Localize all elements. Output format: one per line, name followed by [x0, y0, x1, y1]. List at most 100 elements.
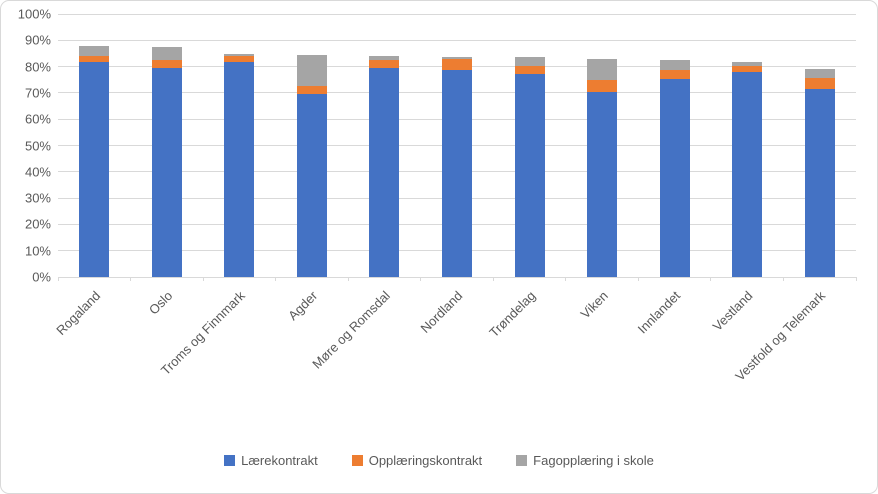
bar-segment-fagoppl-ring-i-skole: [442, 56, 472, 60]
x-label-rogaland: Rogaland: [52, 288, 103, 338]
bar-segment-oppl-ringskontrakt: [514, 65, 545, 74]
y-tick-label: 50%: [24, 138, 51, 153]
x-label-innlandet: Innlandet: [634, 288, 684, 337]
x-label-agder: Agder: [285, 288, 321, 324]
x-tick: [637, 277, 639, 281]
bar-segment-oppl-ringskontrakt: [369, 59, 400, 68]
bar-m-re-og-romsdal: [369, 14, 400, 277]
legend-label: Lærekontrakt: [241, 453, 318, 468]
x-label-viken: Viken: [577, 288, 611, 322]
gridline-100%: [58, 13, 856, 15]
x-tick: [202, 277, 204, 281]
bar-slot-6: [493, 14, 566, 277]
bar-rogaland: [79, 14, 110, 277]
x-tick: [130, 277, 132, 281]
x-label-tr-ndelag: Trøndelag: [485, 288, 539, 341]
bar-segment-oppl-ringskontrakt: [296, 85, 327, 94]
x-tick: [57, 277, 59, 281]
legend-item-oppl-ringskontrakt: Opplæringskontrakt: [351, 453, 483, 468]
x-label-vestland: Vestland: [709, 288, 756, 334]
x-axis-labels: Rogaland Oslo Troms og Finnmark Agder Møre o…: [53, 284, 856, 434]
bar-segment-l-rekontrakt: [659, 78, 690, 277]
bar-vestfold-og-telemark: [804, 14, 835, 277]
x-tick: [420, 277, 422, 281]
bar-segment-l-rekontrakt: [224, 61, 255, 277]
legend-label: Opplæringskontrakt: [368, 453, 483, 468]
y-tick-label: 40%: [24, 164, 51, 180]
bar-viken: [587, 14, 618, 277]
bar-slot-7: [566, 14, 639, 277]
legend-item-fagoppl-ring-i-skole: Fagopplæring i skole: [516, 453, 654, 468]
legend-swatch-icon: [351, 455, 363, 466]
bar-slot-5: [421, 14, 494, 277]
bar-segment-l-rekontrakt: [79, 62, 110, 277]
plot-area: [57, 13, 857, 281]
legend-swatch-icon: [224, 455, 236, 466]
y-axis: 0% 10% 20% 30% 40% 50% 60% 70% 80% 90% 100%: [1, 7, 51, 285]
bar-segment-oppl-ringskontrakt: [732, 66, 763, 73]
bar-segment-oppl-ringskontrakt: [151, 59, 182, 68]
bar-oslo: [151, 14, 182, 277]
bar-agder: [296, 14, 327, 277]
bar-slot-0: [58, 14, 131, 277]
bar-vestland: [732, 14, 763, 277]
legend: Lærekontrakt Opplæringskontrakt Fagopplæri…: [1, 453, 877, 468]
bar-segment-l-rekontrakt: [296, 93, 327, 277]
x-tick: [855, 277, 857, 281]
x-axis-ticks: [57, 277, 857, 281]
bar-segment-oppl-ringskontrakt: [79, 56, 110, 63]
x-tick: [275, 277, 277, 281]
bar-segment-oppl-ringskontrakt: [804, 77, 835, 89]
bar-segment-oppl-ringskontrakt: [442, 59, 472, 70]
bar-segment-l-rekontrakt: [804, 88, 835, 277]
legend-swatch-icon: [516, 455, 528, 466]
bar-segment-fagoppl-ring-i-skole: [224, 54, 255, 57]
gridline-90%: [58, 39, 856, 41]
bar-segment-l-rekontrakt: [151, 67, 182, 277]
bar-troms-og-finnmark: [224, 14, 255, 277]
bar-segment-fagoppl-ring-i-skole: [369, 56, 400, 60]
y-tick-label: 10%: [24, 243, 51, 259]
x-tick: [492, 277, 494, 281]
bar-segment-oppl-ringskontrakt: [659, 69, 690, 79]
bar-segment-l-rekontrakt: [514, 73, 545, 277]
y-tick-label: 70%: [24, 85, 51, 101]
bar-segment-fagoppl-ring-i-skole: [659, 59, 690, 70]
bar-slot-3: [276, 14, 349, 277]
bar-segment-l-rekontrakt: [732, 72, 763, 277]
bar-segment-fagoppl-ring-i-skole: [732, 61, 763, 67]
bar-slot-9: [711, 14, 784, 277]
bar-segment-l-rekontrakt: [369, 67, 400, 277]
y-tick-label: 80%: [24, 59, 51, 75]
x-label-m-re-og-romsdal: Møre og Romsdal: [309, 288, 394, 372]
bar-slot-4: [348, 14, 421, 277]
bar-slot-8: [638, 14, 711, 277]
bar-innlandet: [659, 14, 690, 277]
y-tick-label: 20%: [24, 216, 51, 232]
y-tick-label: 0%: [32, 269, 51, 285]
y-tick-label: 30%: [24, 190, 51, 206]
bar-segment-fagoppl-ring-i-skole: [514, 57, 545, 66]
y-tick-label: 100%: [17, 6, 51, 22]
bar-segment-fagoppl-ring-i-skole: [804, 69, 835, 78]
bar-tr-ndelag: [514, 14, 545, 277]
x-tick: [782, 277, 784, 281]
y-tick-label: 60%: [24, 111, 51, 127]
x-label-oslo: Oslo: [145, 288, 176, 318]
x-tick: [710, 277, 712, 281]
bar-segment-fagoppl-ring-i-skole: [587, 58, 618, 80]
bar-slot-2: [203, 14, 276, 277]
bar-segment-fagoppl-ring-i-skole: [79, 45, 110, 57]
x-tick: [565, 277, 567, 281]
bar-segment-l-rekontrakt: [587, 91, 618, 277]
bar-segment-fagoppl-ring-i-skole: [151, 47, 182, 60]
bar-segment-oppl-ringskontrakt: [224, 56, 255, 62]
bar-slot-1: [131, 14, 204, 277]
bar-segment-fagoppl-ring-i-skole: [296, 54, 327, 86]
gridline-0%: [58, 276, 856, 278]
bar-segment-l-rekontrakt: [442, 69, 472, 277]
bar-segment-oppl-ringskontrakt: [587, 79, 618, 92]
bars-container: [58, 14, 856, 277]
bar-nordland: [442, 14, 472, 277]
